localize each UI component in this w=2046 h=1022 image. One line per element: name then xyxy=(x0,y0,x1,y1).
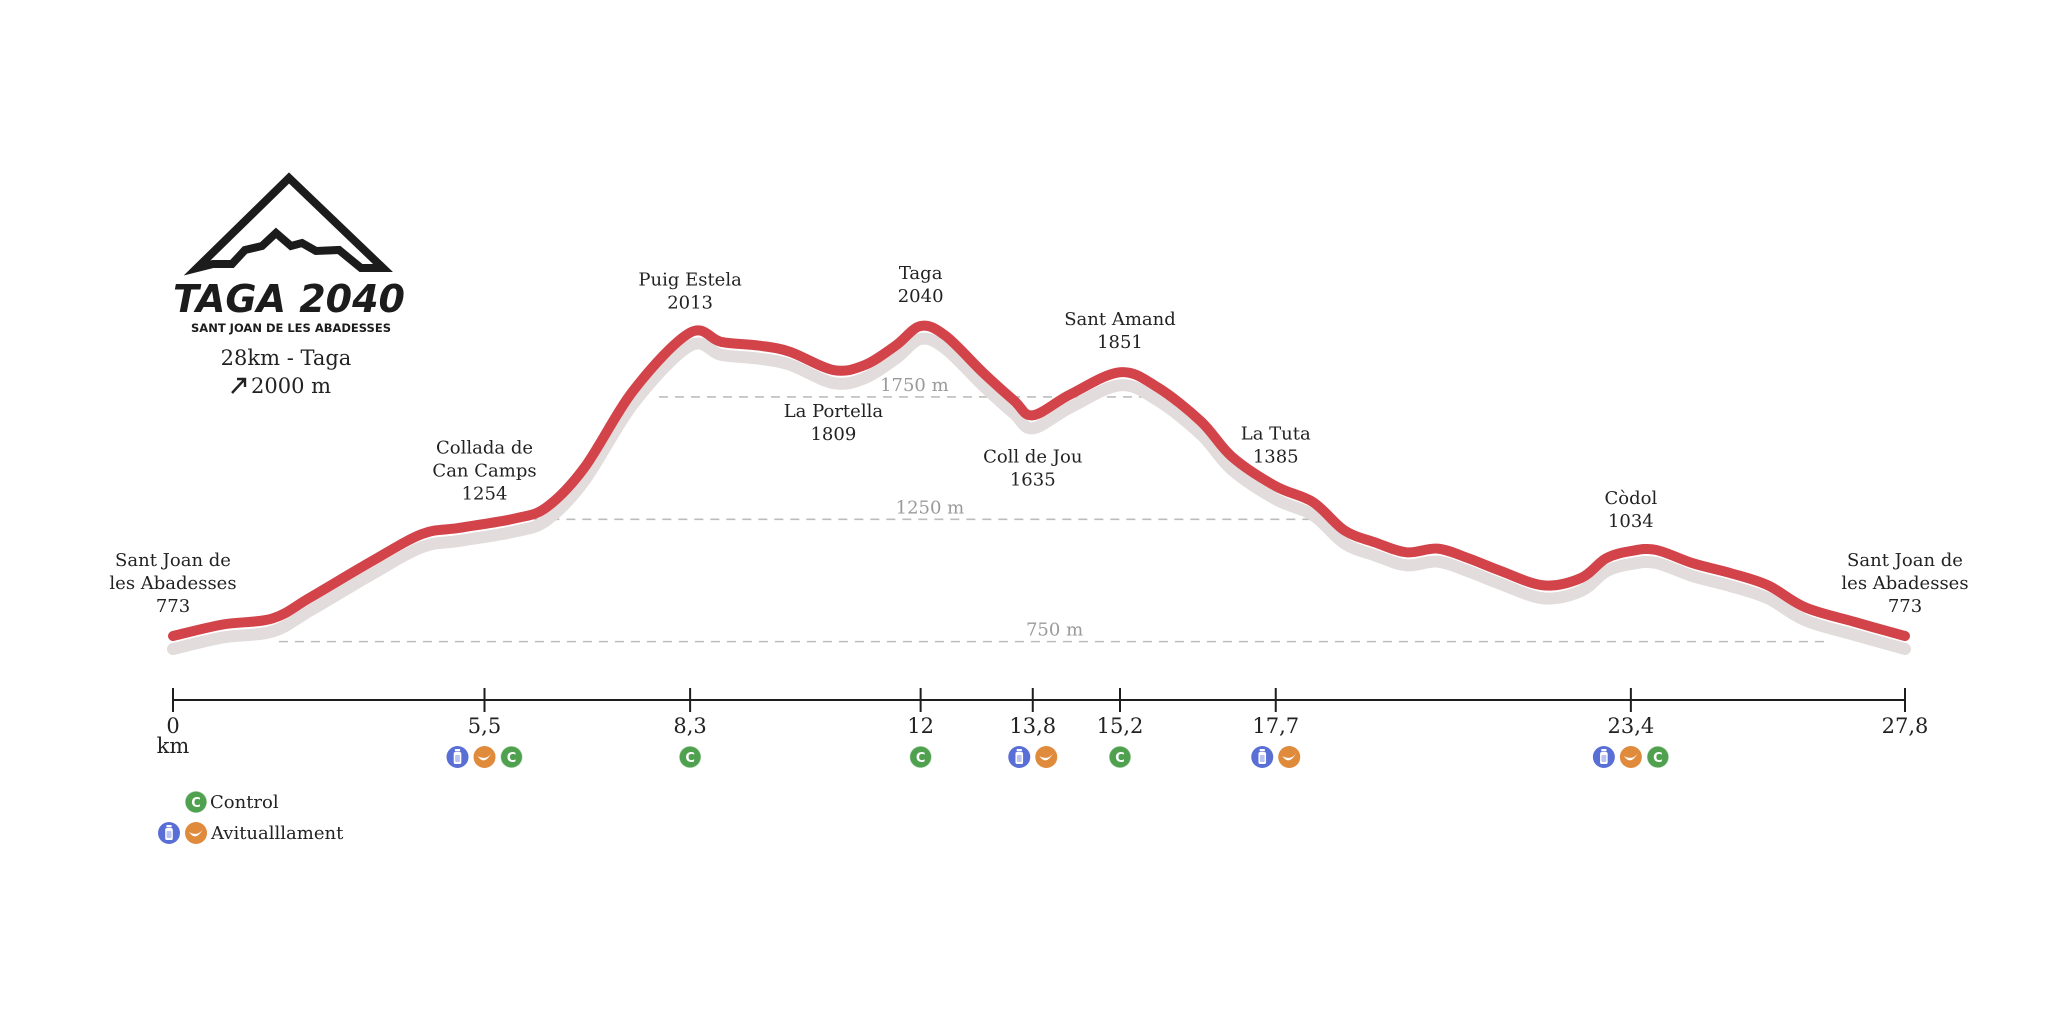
water-bottle-icon xyxy=(158,822,180,844)
control-icon xyxy=(1646,745,1670,769)
legend: Control Avitualllament xyxy=(158,790,344,844)
taga-logo: TAGA 2040 SANT JOAN DE LES ABADESSES xyxy=(173,172,405,335)
waypoint-elevation: 2013 xyxy=(667,293,713,314)
drink-icon xyxy=(1592,746,1615,768)
food-icon xyxy=(1278,746,1301,768)
axis-tick-label: 12 xyxy=(907,714,934,738)
waypoint-elevation: 1809 xyxy=(810,424,856,445)
food-icon xyxy=(1035,746,1058,768)
axis-tick-label: 0 xyxy=(166,714,179,738)
control-icon xyxy=(1108,745,1132,769)
waypoint-name: Coll de Jou xyxy=(983,446,1082,467)
waypoint-name: Sant Amand xyxy=(1064,309,1176,330)
profile-shadow xyxy=(167,332,1911,655)
waypoint-elevation: 773 xyxy=(156,596,190,617)
waypoint-name: Sant Joan de xyxy=(1847,550,1963,571)
drink-icon xyxy=(446,746,469,768)
food-icon xyxy=(1619,746,1642,768)
axis-tick-label: 23,4 xyxy=(1607,714,1654,738)
axis-tick-label: 17,7 xyxy=(1252,714,1299,738)
ascent-arrow-icon xyxy=(231,377,247,394)
control-icon xyxy=(678,745,702,769)
axis-tick-label: 13,8 xyxy=(1009,714,1056,738)
waypoint-name: Còdol xyxy=(1605,488,1658,509)
control-icon xyxy=(184,790,208,814)
waypoint-elevation: 1635 xyxy=(1010,469,1056,490)
waypoint-elevation: 773 xyxy=(1888,596,1922,617)
legend-control-label: Control xyxy=(210,792,279,813)
gridline-label: 1750 m xyxy=(880,375,949,396)
axis-tick-label: 8,3 xyxy=(673,714,706,738)
legend-supply-label: Avitualllament xyxy=(210,823,344,844)
waypoint-name: Puig Estela xyxy=(638,270,742,291)
gridline-label: 750 m xyxy=(1026,620,1083,641)
waypoint-name: La Portella xyxy=(784,401,884,422)
waypoint-elevation: 1385 xyxy=(1253,446,1299,467)
elevation-gain-value: 2000 m xyxy=(251,374,331,398)
distance-axis: km 0 5,5 8,3 12 13,8 15,2 17,7 23,4 27,8 xyxy=(157,688,1929,769)
drink-icon xyxy=(1008,746,1031,768)
waypoint-name: les Abadesses xyxy=(1841,573,1968,594)
waypoint-name: Sant Joan de xyxy=(115,550,231,571)
axis-tick-label: 15,2 xyxy=(1097,714,1144,738)
gridline-label: 1250 m xyxy=(896,497,965,518)
mountain-logo-icon xyxy=(183,172,393,276)
food-icon xyxy=(473,746,496,768)
elevation-profile xyxy=(167,320,1911,655)
control-icon xyxy=(499,745,524,769)
logo-subtitle: SANT JOAN DE LES ABADESSES xyxy=(191,321,391,335)
drink-icon xyxy=(1251,746,1274,768)
waypoint-name: Can Camps xyxy=(432,461,536,482)
race-name: 28km - Taga xyxy=(221,346,352,370)
waypoint-name: les Abadesses xyxy=(109,573,236,594)
logo-title: TAGA 2040 xyxy=(173,277,405,321)
axis-tick-label: 5,5 xyxy=(468,714,501,738)
gridlines: 1750 m 1250 m 750 m xyxy=(278,375,1831,643)
profile-line xyxy=(168,320,1910,641)
waypoint-elevation: 1254 xyxy=(462,484,508,505)
waypoint-elevation: 1851 xyxy=(1097,332,1143,353)
waypoint-elevation: 2040 xyxy=(898,286,944,307)
control-icon xyxy=(909,745,933,769)
elevation-gain: 2000 m xyxy=(231,374,331,398)
waypoint-name: Taga xyxy=(899,263,943,284)
axis-tick-label: 27,8 xyxy=(1882,714,1929,738)
waypoint-elevation: 1034 xyxy=(1608,511,1654,532)
waypoint-name: La Tuta xyxy=(1241,423,1311,444)
waypoint-name: Collada de xyxy=(436,438,533,459)
axis-unit-label: km xyxy=(157,734,190,758)
food-icon xyxy=(185,822,207,844)
